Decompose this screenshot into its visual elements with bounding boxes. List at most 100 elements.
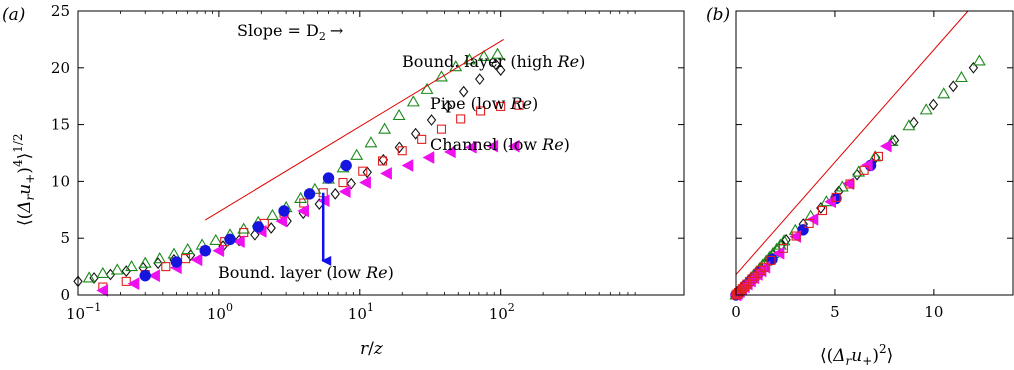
panel-b-series-1-point-24 xyxy=(885,134,899,146)
panel-b-series-4-point-1 xyxy=(732,289,742,299)
panel-a: (a) 10−1 100 101 102 0 5 10 15 20 25 ⟨(Δru+)4⟩1/2… xyxy=(2,2,685,359)
panel-b-series-0-point-22 xyxy=(909,116,919,129)
panel-a-series-3-point-18 xyxy=(486,139,499,153)
panel-b-series-4-point-16 xyxy=(804,218,814,228)
panel-a-series-layer xyxy=(73,47,524,297)
panel-a-series-1-point-9 xyxy=(209,233,223,246)
panel-a-series-1-point-28 xyxy=(477,49,491,61)
panel-b-series-4-point-19 xyxy=(845,179,855,189)
panel-b-xtick-label-1: 5 xyxy=(830,303,840,321)
panel-b: (b) 0 5 10 ⟨(Δru+)2⟩ xyxy=(706,5,1014,368)
panel-a-series-3-point-14 xyxy=(401,159,414,172)
panel-a-series-1-point-27 xyxy=(462,53,476,65)
panel-b-series-1-point-21 xyxy=(835,180,849,192)
panel-a-series-2-point-13 xyxy=(358,166,368,176)
panel-a-series-2-point-4 xyxy=(181,254,191,264)
panel-a-ytick-label-0: 0 xyxy=(60,286,70,304)
panel-b-ticks: 0 5 10 xyxy=(731,10,1013,321)
panel-b-series-1-point-28 xyxy=(954,70,968,83)
panel-b-series-4-point-15 xyxy=(791,231,801,241)
panel-a-series-0-point-21 xyxy=(410,127,421,140)
panel-a-ytick-label-3: 15 xyxy=(51,116,70,134)
svg-text:⟨(Δru+)4⟩1/2: ⟨(Δru+)4⟩1/2 xyxy=(11,133,37,226)
panel-a-ytick-label-5: 25 xyxy=(51,2,70,20)
panel-a-series-1-point-29 xyxy=(491,47,505,59)
panel-a-series-2-point-17 xyxy=(436,124,447,134)
panel-b-series-4-point-21 xyxy=(873,151,884,161)
panel-a-series-1-point-26 xyxy=(449,60,463,72)
slope-annotation: Slope = D2 → xyxy=(237,21,343,43)
panel-b-series-4-point-4 xyxy=(737,284,747,294)
panel-a-series-1-point-13 xyxy=(266,208,279,221)
panel-a-series-2-point-16 xyxy=(417,134,427,144)
panel-a-series-1-point-0 xyxy=(82,271,96,283)
panel-b-series-3-point-11 xyxy=(772,246,785,260)
panel-a-series-0-point-2 xyxy=(105,268,116,281)
panel-a-series-3-point-13 xyxy=(380,167,392,180)
panel-a-series-2-point-14 xyxy=(377,156,388,166)
panel-a-series-3-point-6 xyxy=(232,235,245,249)
panel-b-series-1-point-27 xyxy=(937,87,951,99)
panel-b-label: (b) xyxy=(706,5,730,25)
panel-b-series-4-point-13 xyxy=(766,255,776,265)
panel-b-series-3-point-17 xyxy=(879,139,892,153)
panel-a-series-1-point-3 xyxy=(125,260,139,272)
panel-b-series-1-point-25 xyxy=(902,119,916,131)
panel-a-series-3-point-9 xyxy=(297,204,309,218)
panel-a-series-0-point-18 xyxy=(362,166,372,179)
panel-a-xtick-label-0: 10−1 xyxy=(66,301,101,323)
panel-b-series-4-point-12 xyxy=(759,262,769,272)
panel-a-ytick-label-2: 10 xyxy=(51,172,70,190)
panel-a-series-3-point-17 xyxy=(464,140,477,154)
panel-a-series-4-point-1 xyxy=(170,256,183,268)
panel-a-ytick-label-1: 5 xyxy=(60,229,70,247)
panel-a-series-0-point-22 xyxy=(426,114,437,126)
panel-a-series-2-point-15 xyxy=(397,146,407,156)
panel-a-series-1-point-5 xyxy=(153,252,167,264)
panel-b-series-0-point-25 xyxy=(968,61,979,74)
panel-a-series-1-point-23 xyxy=(406,95,420,107)
panel-a-series-1-point-2 xyxy=(110,263,124,275)
panel-b-series-4-point-11 xyxy=(756,265,766,275)
panel-a-ylabel: ⟨(Δru+)4⟩1/2 xyxy=(11,133,37,226)
panel-b-series-1-point-29 xyxy=(972,54,986,66)
panel-a-series-2-point-10 xyxy=(299,198,309,208)
panel-a-series-1-point-4 xyxy=(138,256,152,268)
panel-b-series-4-point-18 xyxy=(831,192,841,202)
panel-b-series-4-point-6 xyxy=(742,279,752,289)
panel-a-series-4-point-6 xyxy=(303,188,316,200)
panel-a-series-3-point-1 xyxy=(127,277,140,291)
panel-a-series-1-point-1 xyxy=(96,266,110,278)
panel-a-ytick-label-4: 20 xyxy=(51,59,70,77)
panel-b-series-4-point-20 xyxy=(859,165,869,175)
panel-a-series-1-point-21 xyxy=(378,122,392,134)
panel-b-xtick-label-2: 10 xyxy=(924,303,943,321)
panel-a-series-4-point-4 xyxy=(252,221,264,233)
panel-a-series-1-point-7 xyxy=(181,242,195,255)
panel-b-series-4-point-14 xyxy=(778,243,788,253)
panel-b-xlabel: ⟨(Δru+)2⟩ xyxy=(820,342,893,368)
panel-a-series-2-point-3 xyxy=(161,262,171,272)
panel-a-series-0-point-26 xyxy=(491,58,501,71)
panel-b-series-0-point-23 xyxy=(928,98,939,111)
panel-b-series-4-point-9 xyxy=(750,271,760,281)
panel-a-series-3-point-0 xyxy=(96,284,109,297)
panel-a-series-1-point-24 xyxy=(420,82,434,94)
panel-a-series-3-point-16 xyxy=(443,145,456,159)
panel-a-series-0-point-17 xyxy=(346,177,356,190)
panel-a-xtick-label-2: 101 xyxy=(348,301,374,323)
panel-b-fit-line xyxy=(735,10,969,275)
panel-a-series-4-point-5 xyxy=(278,205,290,217)
legend-channel-low-re: Channel (low Re) xyxy=(430,135,570,154)
panel-b-series-layer xyxy=(729,54,986,302)
panel-a-series-2-point-12 xyxy=(338,177,348,188)
panel-b-series-3-point-16 xyxy=(860,158,873,172)
panel-a-ticks: 10−1 100 101 102 0 5 10 15 20 25 xyxy=(51,2,684,323)
panel-a-series-3-point-11 xyxy=(338,185,351,199)
panel-a-series-0-point-3 xyxy=(121,265,131,278)
panel-a-series-2-point-20 xyxy=(496,101,506,111)
panel-a-series-1-point-20 xyxy=(364,136,378,148)
panel-a-series-2-point-18 xyxy=(456,114,466,124)
panel-a-series-0-point-24 xyxy=(458,85,469,98)
